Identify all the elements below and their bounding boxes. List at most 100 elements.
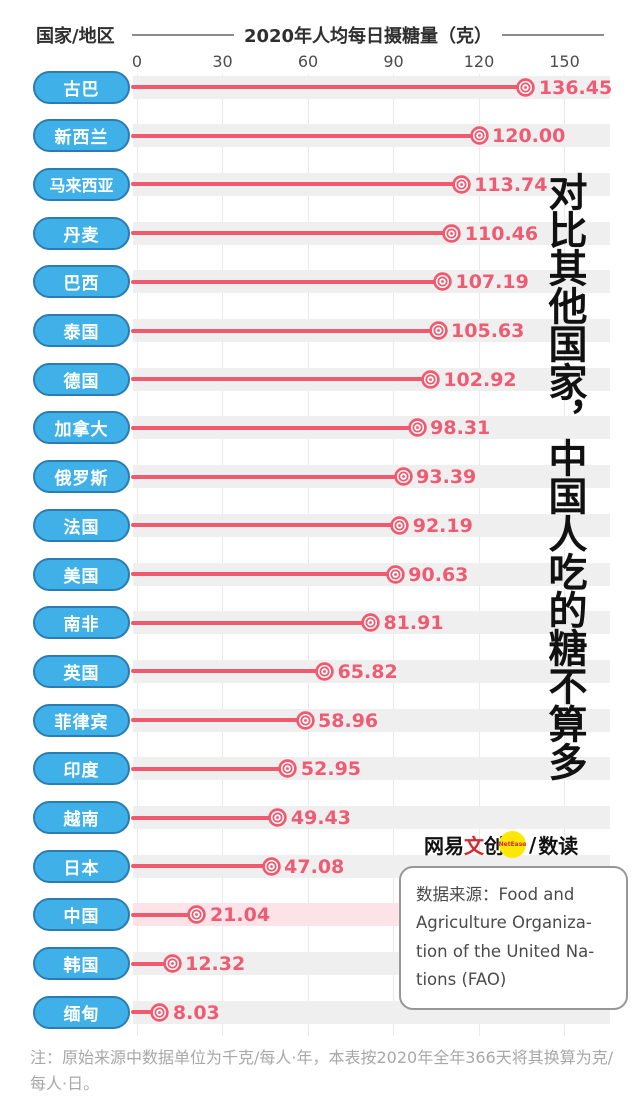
lollipop-candy-icon bbox=[433, 272, 452, 292]
lollipop-candy-icon bbox=[428, 321, 448, 340]
country-pill: 俄罗斯 bbox=[33, 460, 130, 494]
gridline bbox=[564, 74, 565, 1036]
lollipop-candy-icon bbox=[442, 223, 462, 243]
country-pill: 中国 bbox=[33, 898, 130, 932]
lollipop-candy-icon bbox=[278, 759, 298, 779]
row-band bbox=[133, 806, 610, 829]
gridline bbox=[136, 74, 138, 1036]
x-tick-label: 60 bbox=[297, 52, 319, 71]
axis-label-country: 国家/地区 bbox=[36, 26, 115, 47]
value-label: 110.46 bbox=[464, 222, 539, 245]
country-pill: 加拿大 bbox=[33, 411, 130, 445]
lollipop-stick bbox=[131, 328, 439, 333]
country-pill: 越南 bbox=[33, 801, 130, 834]
value-label: 52.95 bbox=[300, 758, 362, 781]
country-pill: 印度 bbox=[33, 752, 130, 786]
lollipop-stick bbox=[131, 669, 325, 674]
value-label: 136.45 bbox=[538, 76, 613, 99]
value-label: 113.74 bbox=[474, 173, 548, 196]
lollipop-candy-icon bbox=[295, 710, 315, 730]
country-pill: 英国 bbox=[33, 654, 130, 688]
lollipop-candy-icon bbox=[386, 564, 405, 584]
lollipop-candy-icon bbox=[516, 77, 536, 97]
netease-yellow-badge-icon: NetEase bbox=[499, 831, 526, 858]
value-label: 47.08 bbox=[284, 855, 345, 878]
row-band bbox=[133, 757, 610, 781]
value-label: 21.04 bbox=[209, 904, 271, 927]
value-label: 102.92 bbox=[443, 368, 517, 391]
footnote: 注：原始来源中数据单位为千克/每人·年，本表按2020年全年366天将其换算为克… bbox=[30, 1048, 614, 1093]
value-label: 8.03 bbox=[172, 1001, 220, 1024]
country-pill: 马来西亚 bbox=[33, 167, 130, 201]
value-label: 107.19 bbox=[455, 271, 529, 294]
x-tick-label: 90 bbox=[383, 52, 404, 71]
lollipop-stick bbox=[131, 961, 173, 966]
logo-sub-text: 数读 bbox=[538, 834, 579, 858]
headline-vertical: 对比其他国家，中国人吃的糖不算多 bbox=[542, 172, 587, 780]
lollipop-stick bbox=[131, 620, 371, 625]
lollipop-stick bbox=[131, 1010, 160, 1015]
value-label: 98.31 bbox=[430, 417, 491, 440]
logo-brand-text: 网易文创 bbox=[424, 834, 504, 858]
netease-shudu-logo: 网易文创 NetEase / 数读 bbox=[424, 830, 578, 859]
lollipop-candy-icon bbox=[261, 856, 281, 876]
country-pill: 新西兰 bbox=[33, 119, 130, 153]
gridline bbox=[393, 74, 394, 1036]
value-label: 49.43 bbox=[290, 807, 351, 829]
country-pill: 菲律宾 bbox=[33, 703, 130, 737]
value-label: 90.63 bbox=[408, 563, 469, 586]
chart-title-row: 2020年人均每日摄糖量（克） bbox=[132, 22, 605, 48]
lollipop-candy-icon bbox=[162, 954, 182, 973]
gridline bbox=[307, 74, 309, 1036]
title-rule-right bbox=[502, 34, 605, 36]
value-label: 105.63 bbox=[451, 320, 525, 342]
x-tick-label: 150 bbox=[549, 52, 580, 71]
value-label: 65.82 bbox=[337, 660, 398, 683]
lollipop-candy-icon bbox=[407, 418, 427, 438]
value-label: 93.39 bbox=[416, 466, 477, 489]
country-pill: 泰国 bbox=[33, 314, 130, 347]
country-pill: 缅甸 bbox=[33, 995, 130, 1029]
lollipop-candy-icon bbox=[393, 467, 413, 486]
lollipop-candy-icon bbox=[361, 613, 380, 632]
x-tick-label: 0 bbox=[131, 52, 143, 71]
lollipop-stick bbox=[131, 231, 452, 236]
lollipop-candy-icon bbox=[469, 126, 489, 145]
country-pill: 韩国 bbox=[33, 947, 130, 981]
lollipop-stick bbox=[131, 425, 418, 430]
country-pill: 古巴 bbox=[33, 70, 130, 104]
country-pill: 南非 bbox=[33, 606, 130, 640]
lollipop-stick bbox=[131, 523, 400, 528]
lollipop-stick bbox=[131, 133, 479, 138]
lollipop-stick bbox=[131, 718, 306, 723]
row-band bbox=[133, 659, 610, 683]
lollipop-stick bbox=[131, 766, 288, 771]
lollipop-candy-icon bbox=[150, 1003, 170, 1022]
value-label: 12.32 bbox=[185, 953, 246, 976]
gridline bbox=[222, 74, 223, 1036]
x-tick-label: 120 bbox=[463, 52, 495, 71]
lollipop-candy-icon bbox=[390, 516, 409, 535]
data-source-box: 数据来源：Food and Agriculture Organiza- tion… bbox=[399, 866, 628, 1010]
lollipop-stick bbox=[131, 815, 278, 820]
title-rule-left bbox=[132, 34, 234, 36]
value-label: 58.96 bbox=[318, 709, 379, 732]
lollipop-stick bbox=[131, 474, 404, 479]
lollipop-stick bbox=[131, 279, 443, 284]
lollipop-stick bbox=[131, 85, 526, 89]
country-pill: 德国 bbox=[33, 362, 130, 396]
row-band bbox=[133, 708, 610, 732]
lollipop-candy-icon bbox=[187, 905, 207, 925]
country-pill: 美国 bbox=[33, 557, 130, 591]
country-pill: 丹麦 bbox=[33, 216, 130, 250]
gridline bbox=[478, 74, 480, 1036]
lollipop-candy-icon bbox=[451, 175, 471, 194]
value-label: 81.91 bbox=[383, 612, 444, 635]
x-tick-label: 30 bbox=[212, 52, 233, 71]
country-pill: 法国 bbox=[33, 508, 130, 542]
logo-separator: / bbox=[529, 832, 537, 857]
lollipop-stick bbox=[131, 572, 396, 576]
country-pill: 日本 bbox=[33, 849, 130, 883]
value-label: 92.19 bbox=[412, 514, 473, 537]
country-pill: 巴西 bbox=[33, 265, 130, 299]
